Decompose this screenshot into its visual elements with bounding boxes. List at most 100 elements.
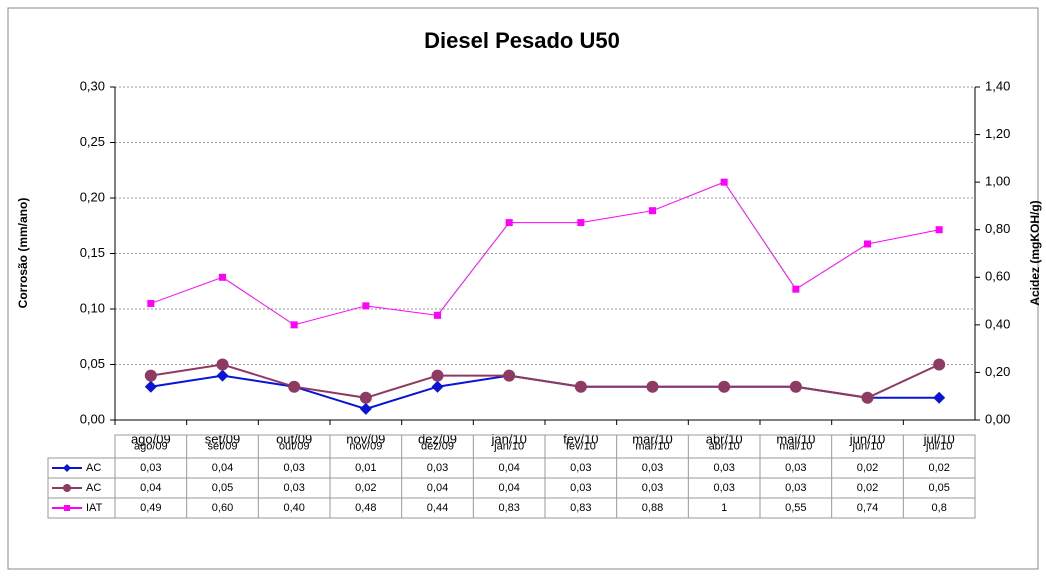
table-cell: 0,83 [498,502,519,514]
table-cell: 0,03 [642,462,663,474]
marker [216,369,229,382]
table-cell: 0,03 [785,482,806,494]
y-tick-label: 0,30 [80,78,105,93]
marker [434,311,441,319]
table-cell: 0,49 [140,502,161,514]
table-cell: 0,55 [785,502,806,514]
legend-marker [64,505,70,511]
table-header-cell: dez/09 [421,440,454,452]
table-header-cell: jul/10 [925,440,952,452]
marker [503,369,516,382]
table-cell: 0,48 [355,502,376,514]
table-cell: 0,88 [642,502,663,514]
y-tick-label: 0,05 [80,356,105,371]
marker [144,369,157,382]
marker [147,299,155,307]
table-cell: 0,03 [283,482,304,494]
legend-label: AC [86,482,101,494]
marker [362,302,370,310]
table-cell: 0,04 [427,482,448,494]
table-cell: 0,02 [857,482,878,494]
table-cell: 0,03 [427,462,448,474]
marker [649,207,656,215]
chart-title: Diesel Pesado U50 [424,28,620,53]
marker [789,380,802,393]
series-line [150,363,940,399]
table-header-cell: mar/10 [635,440,669,452]
table-header-cell: jan/10 [493,440,524,452]
marker [431,369,444,382]
marker [935,226,943,234]
marker [718,380,731,393]
table-cell: 0,44 [427,502,448,514]
legend-label: AC [86,462,101,474]
table-cell: 0,05 [212,482,233,494]
table-cell: 0,03 [642,482,663,494]
marker [505,219,513,227]
marker [216,358,229,371]
marker [864,240,871,248]
y2-tick-label: 0,00 [985,411,1010,426]
table-header-cell: jun/10 [852,440,883,452]
table-cell: 0,03 [283,462,304,474]
series-line [150,181,940,326]
table-header-cell: set/09 [208,440,238,452]
table-header-cell: out/09 [279,440,310,452]
legend-marker [63,484,71,492]
marker [792,285,800,293]
table-cell: 0,03 [570,482,591,494]
table-header-cell: fev/10 [566,440,596,452]
table-cell: 0,03 [713,462,734,474]
y2-axis-title: Acidez (mgKOH/g) [1028,200,1042,305]
table-cell: 0,03 [570,462,591,474]
marker [219,273,226,281]
y-tick-label: 0,25 [80,134,105,149]
y-axis-title: Corrosão (mm/ano) [16,198,30,309]
marker [290,321,298,329]
table-cell: 0,04 [212,462,233,474]
table-header-cell: ago/09 [134,440,168,452]
table-cell: 0,01 [355,462,376,474]
table-row-border [47,497,976,519]
chart-frame [7,7,1039,570]
table-cell: 0,02 [928,462,949,474]
marker [574,380,587,393]
marker [144,380,157,393]
table-cell: 0,04 [140,482,161,494]
table-cell: 0,74 [857,502,878,514]
y2-tick-label: 0,40 [985,316,1010,331]
table-header-cell: mai/10 [779,440,812,452]
table-cell: 0,83 [570,502,591,514]
table-cell: 0,02 [355,482,376,494]
y-tick-label: 0,00 [80,411,105,426]
y2-tick-label: 0,80 [985,221,1010,236]
table-cell: 0,03 [785,462,806,474]
marker [431,380,444,393]
legend-label: IAT [86,502,103,514]
table-cell: 0,02 [857,462,878,474]
marker [933,391,946,404]
legend-marker [63,464,71,472]
table-cell: 0,40 [283,502,304,514]
y2-tick-label: 0,60 [985,269,1010,284]
y2-tick-label: 0,20 [985,364,1010,379]
y2-tick-label: 1,20 [985,126,1010,141]
table-cell: 0,60 [212,502,233,514]
marker [933,358,946,371]
y-tick-label: 0,15 [80,245,105,260]
y-tick-label: 0,10 [80,300,105,315]
marker [861,391,874,404]
marker [720,178,728,186]
table-header-cell: nov/09 [349,440,382,452]
table-cell: 0,04 [498,462,519,474]
table-cell: 0,03 [713,482,734,494]
table-header-cell: abr/10 [709,440,740,452]
marker [359,402,372,415]
table-cell: 0,05 [928,482,949,494]
marker [646,380,659,393]
table-cell: 0,03 [140,462,161,474]
y2-tick-label: 1,40 [985,78,1010,93]
marker [288,380,301,393]
y-tick-label: 0,20 [80,189,105,204]
marker [577,219,585,227]
